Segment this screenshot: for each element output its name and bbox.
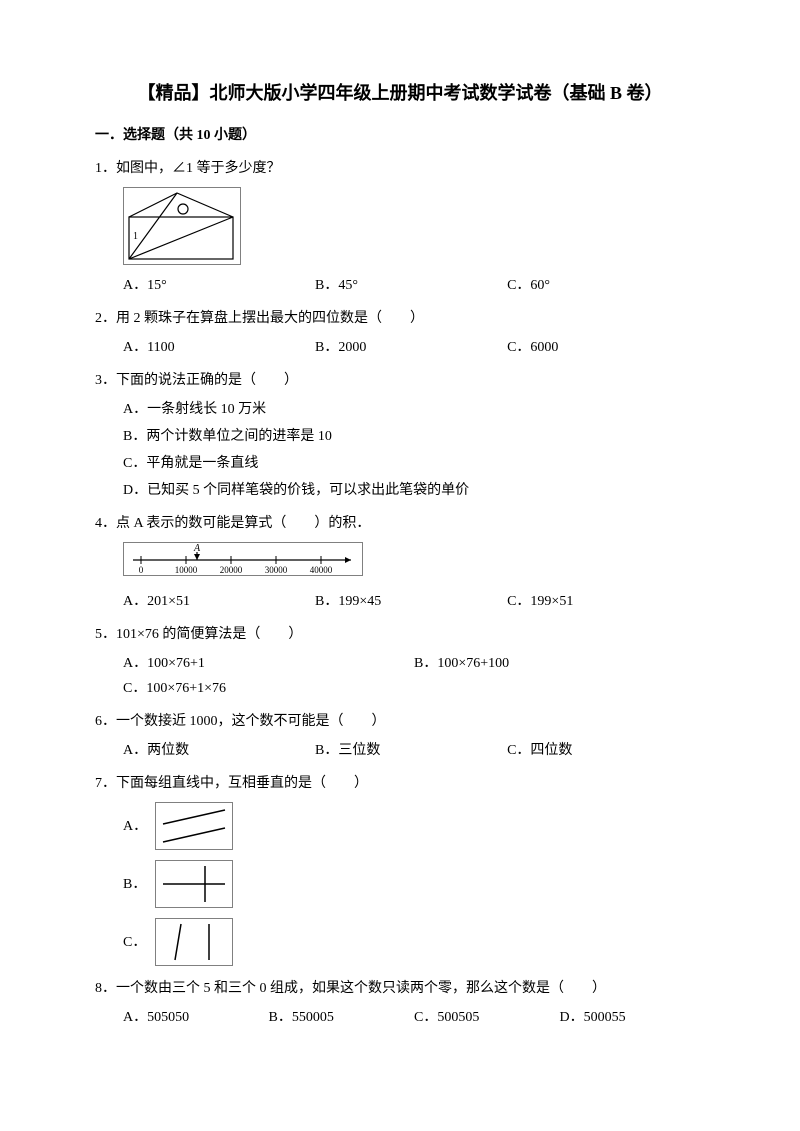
q3-opt-c: C．平角就是一条直线 [123,453,705,474]
question-1: 1．如图中，∠1 等于多少度？ 1 A．15° B．45° C．60° [95,158,705,296]
q8-opt-c: C．500505 [414,1007,560,1028]
svg-text:20000: 20000 [220,565,243,575]
q5-text: 5．101×76 的简便算法是（ ） [95,624,705,645]
question-5: 5．101×76 的简便算法是（ ） A．100×76+1 B．100×76+1… [95,624,705,699]
q3-options: A．一条射线长 10 万米 B．两个计数单位之间的进率是 10 C．平角就是一条… [95,399,705,501]
q5-opt-c: C．100×76+1×76 [123,678,414,699]
q2-opt-c: C．6000 [507,337,699,358]
q6-opt-c: C．四位数 [507,740,699,761]
section-heading: 一．选择题（共 10 小题） [95,125,705,146]
q7-figure-c [155,918,233,966]
q4-opt-c: C．199×51 [507,591,699,612]
svg-text:1: 1 [133,231,138,242]
q1-opt-b: B．45° [315,275,507,296]
q8-opt-d: D．500055 [560,1007,706,1028]
q7-figure-a [155,802,233,850]
q8-opt-a: A．505050 [123,1007,269,1028]
q7-text: 7．下面每组直线中，互相垂直的是（ ） [95,773,705,794]
svg-text:10000: 10000 [175,565,198,575]
question-2: 2．用 2 颗珠子在算盘上摆出最大的四位数是（ ） A．1100 B．2000 … [95,308,705,358]
q6-text: 6．一个数接近 1000，这个数不可能是（ ） [95,711,705,732]
q4-opt-a: A．201×51 [123,591,315,612]
q8-options: A．505050 B．550005 C．500505 D．500055 [95,1007,705,1028]
svg-text:0: 0 [139,565,144,575]
q6-options: A．两位数 B．三位数 C．四位数 [95,740,705,761]
q2-text: 2．用 2 颗珠子在算盘上摆出最大的四位数是（ ） [95,308,705,329]
q3-opt-a: A．一条射线长 10 万米 [123,399,705,420]
q7-opt-b-label: B． [123,874,147,895]
q5-opt-a: A．100×76+1 [123,653,414,674]
q5-options-2: C．100×76+1×76 [95,678,705,699]
question-8: 8．一个数由三个 5 和三个 0 组成，如果这个数只读两个零，那么这个数是（ ）… [95,978,705,1028]
q3-text: 3．下面的说法正确的是（ ） [95,370,705,391]
q3-opt-b: B．两个计数单位之间的进率是 10 [123,426,705,447]
q7-opt-a: A． [123,802,391,850]
q4-options: A．201×51 B．199×45 C．199×51 [95,591,705,612]
question-3: 3．下面的说法正确的是（ ） A．一条射线长 10 万米 B．两个计数单位之间的… [95,370,705,501]
q7-opt-b: B． [123,860,391,908]
q3-opt-d: D．已知买 5 个同样笔袋的价钱，可以求出此笔袋的单价 [123,480,705,501]
q4-text: 4．点 A 表示的数可能是算式（ ）的积． [95,513,705,534]
q1-text: 1．如图中，∠1 等于多少度？ [95,158,705,179]
question-7: 7．下面每组直线中，互相垂直的是（ ） A． B． C． [95,773,705,966]
q1-opt-c: C．60° [507,275,699,296]
q1-options: A．15° B．45° C．60° [95,275,705,296]
q7-options: A． B． C． [95,802,705,966]
q2-opt-a: A．1100 [123,337,315,358]
q7-opt-c-label: C． [123,932,147,953]
q6-opt-a: A．两位数 [123,740,315,761]
q5-opt-b: B．100×76+100 [414,653,705,674]
q8-opt-b: B．550005 [269,1007,415,1028]
q4-numberline: 0 10000 20000 30000 40000 A [95,542,705,583]
q5-options-1: A．100×76+1 B．100×76+100 [95,653,705,674]
q2-options: A．1100 B．2000 C．6000 [95,337,705,358]
q2-opt-b: B．2000 [315,337,507,358]
svg-text:30000: 30000 [265,565,288,575]
q4-opt-b: B．199×45 [315,591,507,612]
q1-figure: 1 [95,187,705,265]
q8-text: 8．一个数由三个 5 和三个 0 组成，如果这个数只读两个零，那么这个数是（ ） [95,978,705,999]
question-6: 6．一个数接近 1000，这个数不可能是（ ） A．两位数 B．三位数 C．四位… [95,711,705,761]
q6-opt-b: B．三位数 [315,740,507,761]
q7-figure-b [155,860,233,908]
q7-opt-a-label: A． [123,816,147,837]
svg-text:40000: 40000 [310,565,333,575]
q1-opt-a: A．15° [123,275,315,296]
question-4: 4．点 A 表示的数可能是算式（ ）的积． 0 10000 20000 3000… [95,513,705,612]
page-title: 【精品】北师大版小学四年级上册期中考试数学试卷（基础 B 卷） [95,80,705,107]
svg-text:A: A [193,543,201,554]
q7-opt-c: C． [123,918,391,966]
